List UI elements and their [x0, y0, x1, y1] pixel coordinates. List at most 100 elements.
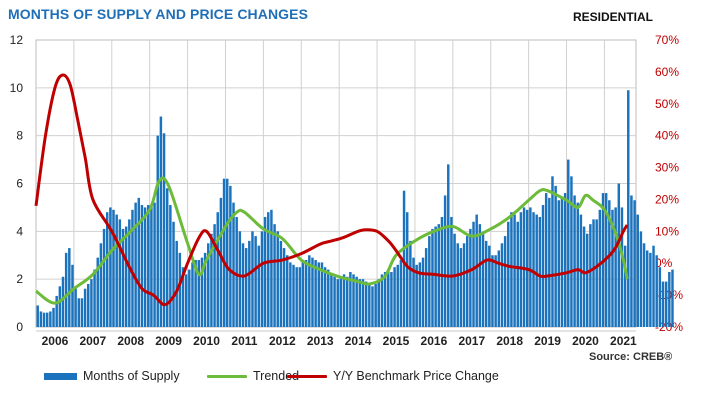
legend-item-trended: Trended	[207, 369, 299, 383]
supply-bar	[333, 276, 336, 327]
supply-bar	[589, 224, 592, 327]
chart-title: MONTHS OF SUPPLY AND PRICE CHANGES	[8, 6, 309, 22]
supply-bar	[664, 281, 668, 327]
supply-bar	[617, 183, 621, 327]
supply-bar	[267, 212, 270, 327]
supply-bar	[409, 240, 412, 327]
supply-bar	[147, 205, 150, 327]
supply-bar	[49, 311, 52, 327]
supply-bar	[143, 207, 147, 327]
supply-bar	[358, 279, 362, 327]
supply-bar	[503, 236, 507, 327]
supply-bar	[481, 233, 485, 327]
supply-bar	[349, 271, 352, 327]
supply-bar	[71, 264, 74, 327]
legend-swatch-bar	[44, 372, 77, 380]
supply-bar	[557, 200, 561, 327]
supply-bar	[393, 267, 396, 327]
supply-bar	[519, 212, 523, 327]
legend-swatch-trend	[207, 374, 247, 378]
supply-bar	[137, 197, 141, 327]
supply-bar	[330, 274, 333, 327]
supply-bar	[64, 252, 68, 327]
supply-bar	[207, 243, 210, 327]
supply-bar	[472, 221, 475, 327]
supply-bar	[295, 267, 298, 327]
supply-bar	[488, 245, 491, 327]
legend-item-months-of-supply: Months of Supply	[44, 369, 180, 383]
supply-bar	[213, 224, 216, 327]
supply-bar	[447, 164, 450, 327]
supply-bar	[459, 248, 463, 327]
supply-bar	[184, 274, 188, 327]
supply-bar	[655, 255, 658, 327]
supply-bar	[630, 195, 633, 327]
x-tick-label: 2014	[345, 334, 372, 348]
x-tick-label: 2017	[458, 334, 485, 348]
trended-line	[35, 176, 629, 305]
right-tick-label: 0%	[655, 256, 673, 270]
supply-bar	[99, 243, 103, 327]
supply-bar	[478, 224, 482, 327]
supply-bar	[431, 228, 434, 327]
supply-bar	[197, 260, 201, 327]
supply-bar	[83, 288, 87, 327]
supply-bar	[210, 233, 213, 327]
supply-bar	[538, 216, 542, 327]
supply-bar	[453, 233, 456, 327]
supply-bar	[614, 207, 617, 327]
supply-bar	[658, 267, 662, 327]
x-tick-label: 2007	[79, 334, 106, 348]
supply-bar	[598, 209, 602, 327]
supply-bar	[383, 271, 387, 327]
supply-bar	[200, 257, 204, 327]
supply-bar	[421, 257, 425, 327]
supply-bar	[235, 216, 238, 327]
supply-bar	[551, 176, 554, 327]
supply-bar	[327, 269, 330, 327]
supply-bar	[232, 202, 235, 327]
supply-bar	[642, 243, 646, 327]
supply-bar	[611, 209, 614, 327]
supply-bar	[374, 283, 377, 327]
legend-label: Months of Supply	[83, 369, 180, 383]
supply-bar	[194, 260, 197, 327]
supply-bar	[462, 243, 466, 327]
supply-bar	[456, 243, 459, 327]
supply-bar	[311, 257, 314, 327]
supply-bar	[87, 283, 90, 327]
supply-bar	[45, 312, 49, 327]
supply-bar	[507, 221, 510, 327]
supply-bar	[260, 231, 264, 327]
chart-legend: Months of Supply Trended Y/Y Benchmark P…	[0, 369, 701, 393]
supply-bar	[608, 200, 611, 327]
legend-swatch-price	[287, 374, 327, 378]
supply-bar	[364, 281, 368, 327]
supply-bar	[172, 221, 175, 327]
supply-bar	[285, 255, 289, 327]
supply-bar	[554, 185, 557, 327]
supply-bar	[563, 193, 567, 327]
supply-bar	[371, 286, 374, 327]
supply-bar	[203, 252, 207, 327]
supply-bar	[159, 116, 163, 328]
left-tick-label: 10	[10, 81, 24, 95]
x-tick-label: 2018	[496, 334, 523, 348]
supply-bar	[270, 209, 273, 327]
supply-bar	[652, 245, 655, 327]
left-tick-label: 8	[16, 129, 23, 143]
supply-bar	[532, 212, 535, 327]
supply-bar	[222, 178, 226, 327]
supply-bar	[169, 205, 172, 327]
supply-bar	[118, 219, 122, 327]
supply-bar	[165, 188, 169, 327]
supply-bar	[241, 243, 245, 327]
supply-bar	[181, 267, 185, 327]
supply-bar	[61, 276, 65, 327]
supply-bar	[573, 195, 576, 327]
right-tick-label: 70%	[655, 33, 679, 47]
supply-bar	[254, 236, 257, 327]
supply-bar	[620, 207, 624, 327]
supply-bar	[131, 209, 134, 327]
